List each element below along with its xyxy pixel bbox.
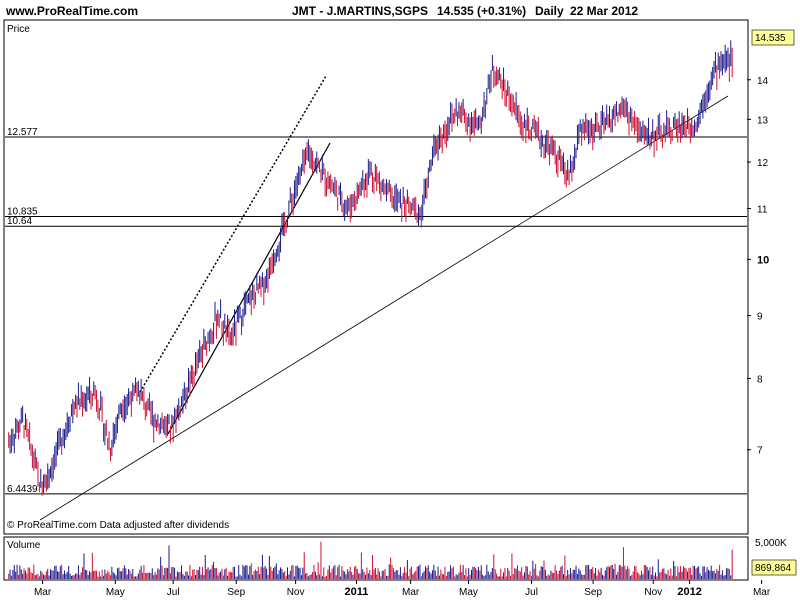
- x-axis-labels: Mar May Jul Sep Nov 2011 Mar May Jul Sep Nov 2012 Ma…: [34, 580, 771, 598]
- steep-trendline: [167, 142, 331, 435]
- y-tick-label: 14: [757, 76, 769, 87]
- y-tick-label: 12: [757, 158, 769, 169]
- last-price-title: 14.535 (+0.31%): [437, 4, 526, 18]
- x-tick-label: Nov: [644, 587, 662, 598]
- site-title: www.ProRealTime.com: [5, 4, 138, 18]
- price-bars: [8, 40, 733, 496]
- x-tick-label: Jul: [167, 587, 180, 598]
- level-label: 10.835: [7, 207, 38, 218]
- x-tick-label: May: [106, 587, 125, 598]
- level-label: 6.4439: [7, 484, 38, 495]
- y-axis-ticks: 7 8 9 10 11 12 13 14: [747, 76, 769, 457]
- price-panel-footer: © ProRealTime.com Data adjusted after di…: [7, 520, 229, 531]
- price-panel-label: Price: [7, 24, 30, 35]
- volume-bars: [8, 541, 733, 579]
- y-tick-label: 9: [757, 312, 763, 323]
- level-label: 12.577: [7, 127, 38, 138]
- x-tick-label: Jul: [525, 587, 538, 598]
- y-tick-label: 7: [757, 446, 763, 457]
- channel-dotted-line: [139, 75, 327, 393]
- last-price-badge-box: [751, 29, 795, 46]
- trendlines: [39, 75, 729, 521]
- y-tick-label: 13: [757, 115, 769, 126]
- volume-max-label: 5,000K: [755, 538, 787, 549]
- x-tick-label: Sep: [584, 587, 602, 598]
- last-price-badge: 14.535: [755, 33, 786, 44]
- y-tick-label: 10: [757, 254, 769, 266]
- long-trendline: [39, 95, 729, 521]
- x-tick-label: May: [459, 587, 478, 598]
- x-tick-label: Mar: [402, 587, 420, 598]
- volume-panel-frame: [3, 536, 749, 581]
- x-tick-label: Nov: [287, 587, 305, 598]
- x-tick-label: 2011: [345, 586, 369, 598]
- x-tick-label: Mar: [753, 587, 771, 598]
- volume-panel-label: Volume: [7, 540, 41, 551]
- last-volume-badge-box: [751, 559, 797, 576]
- x-tick-label: Sep: [227, 587, 245, 598]
- price-panel-frame: [3, 19, 749, 535]
- x-tick-label: Mar: [34, 587, 52, 598]
- date-title: 22 Mar 2012: [570, 4, 638, 18]
- last-volume-badge: 869,864: [755, 563, 792, 574]
- period-title: Daily: [535, 4, 564, 18]
- y-tick-label: 8: [757, 374, 763, 385]
- y-tick-label: 11: [757, 204, 768, 215]
- level-label: 10.64: [7, 216, 32, 227]
- instrument-title: JMT - J.MARTINS,SGPS: [292, 4, 428, 18]
- x-tick-label: 2012: [677, 586, 701, 598]
